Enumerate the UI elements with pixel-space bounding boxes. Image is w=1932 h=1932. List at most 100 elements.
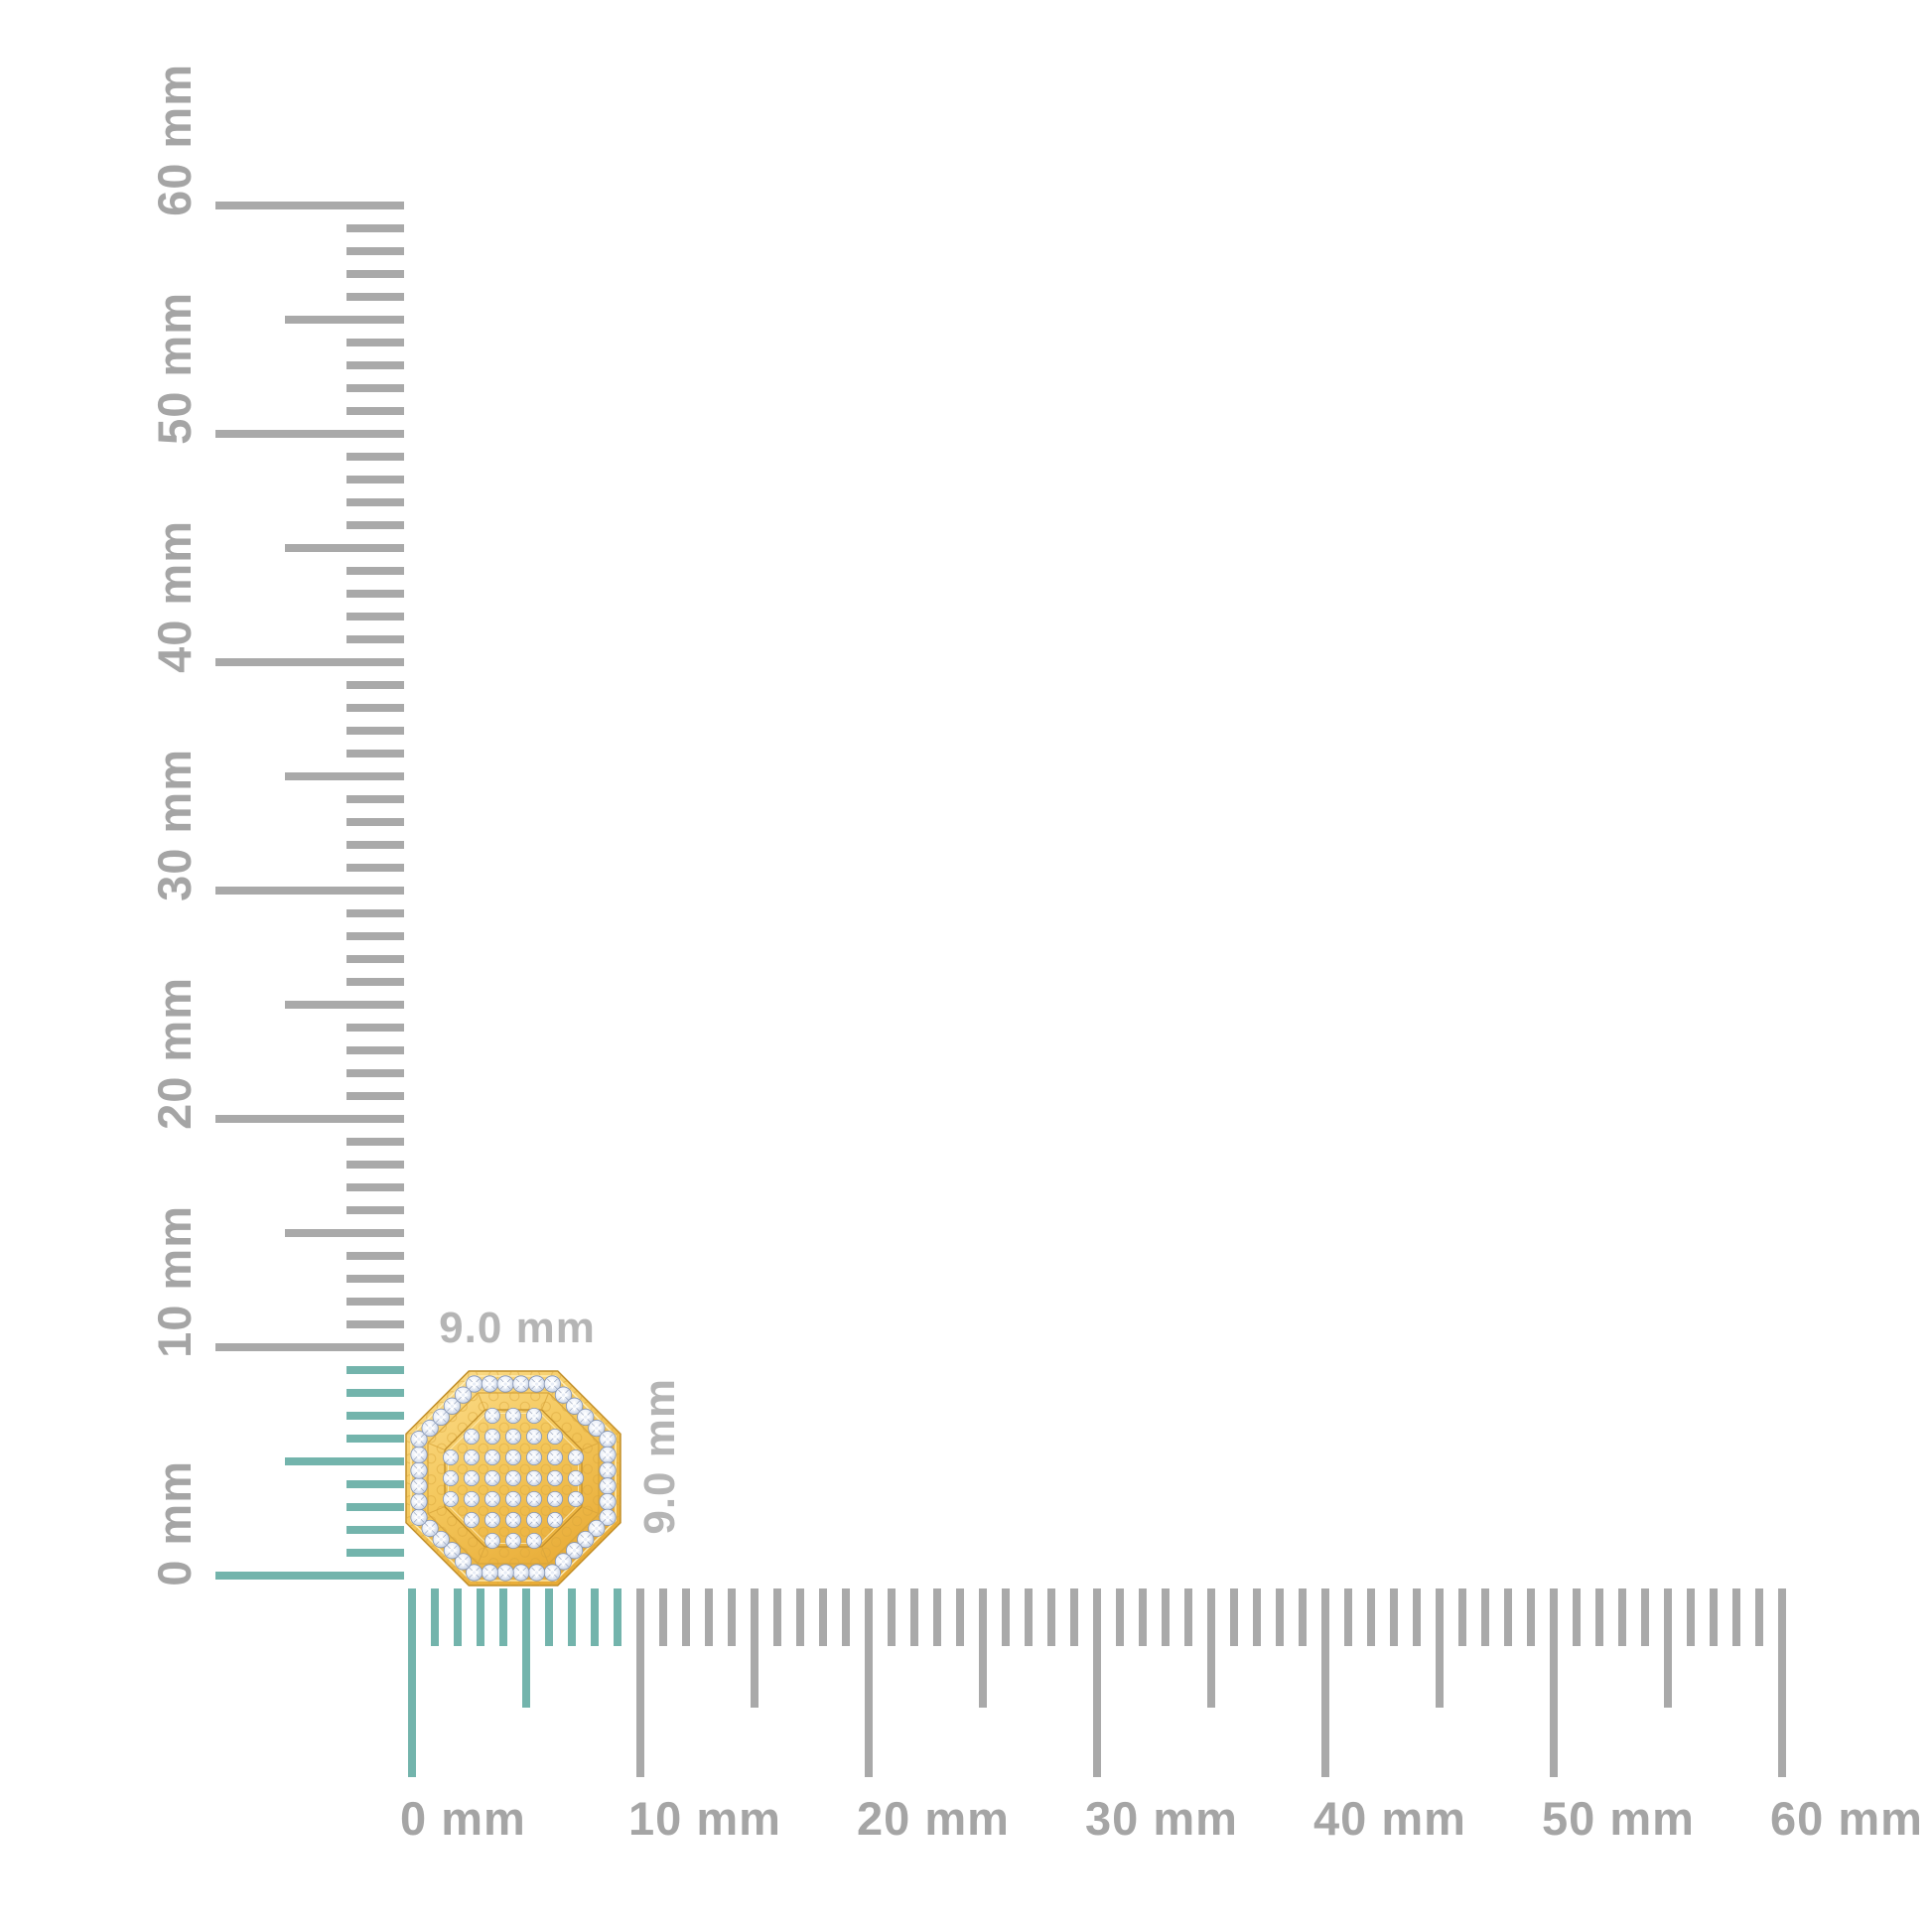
h-ruler-tick: [1093, 1588, 1101, 1777]
h-ruler-tick: [1070, 1588, 1078, 1646]
h-ruler-tick: [659, 1588, 667, 1646]
h-ruler-tick: [1184, 1588, 1192, 1646]
v-ruler-tick: [346, 339, 404, 346]
v-ruler-label: 10 mm: [148, 1205, 201, 1358]
h-ruler-tick: [1162, 1588, 1170, 1646]
h-ruler-tick: [1230, 1588, 1238, 1646]
v-ruler-tick: [346, 407, 404, 415]
v-ruler-tick: [285, 1229, 404, 1237]
v-ruler-tick: [346, 1503, 404, 1511]
v-ruler-tick: [215, 1572, 404, 1580]
v-ruler-tick: [346, 567, 404, 575]
h-ruler-tick: [1458, 1588, 1466, 1646]
h-ruler-tick: [1390, 1588, 1398, 1646]
h-ruler-tick: [1504, 1588, 1512, 1646]
h-ruler-tick: [705, 1588, 713, 1646]
v-ruler-tick: [215, 1115, 404, 1123]
v-ruler-tick: [346, 613, 404, 621]
v-ruler-tick: [285, 544, 404, 552]
v-ruler-tick: [346, 1069, 404, 1077]
h-ruler-tick: [842, 1588, 850, 1646]
h-ruler-tick: [796, 1588, 804, 1646]
v-ruler-tick: [346, 978, 404, 986]
v-ruler-tick: [346, 818, 404, 826]
h-ruler-tick: [1047, 1588, 1055, 1646]
h-ruler-tick: [1436, 1588, 1444, 1708]
v-ruler-tick: [285, 1457, 404, 1465]
height-dimension-label: 9.0 mm: [635, 1378, 684, 1535]
product-image-octagon-stud: [405, 1370, 621, 1587]
v-ruler-label: 40 mm: [148, 520, 201, 673]
h-ruler-tick: [865, 1588, 873, 1777]
v-ruler-tick: [346, 704, 404, 712]
v-ruler-tick: [346, 909, 404, 917]
v-ruler-tick: [346, 453, 404, 461]
v-ruler-tick: [346, 1526, 404, 1534]
h-ruler-tick: [1299, 1588, 1307, 1646]
h-ruler-label: 0 mm: [400, 1792, 526, 1845]
h-ruler-label: 10 mm: [628, 1792, 781, 1845]
v-ruler-label: 30 mm: [148, 749, 201, 901]
h-ruler-tick: [454, 1588, 462, 1646]
v-ruler-tick: [346, 521, 404, 529]
h-ruler-tick: [431, 1588, 439, 1646]
v-ruler-tick: [215, 430, 404, 438]
h-ruler-tick: [933, 1588, 941, 1646]
h-ruler-tick: [1595, 1588, 1603, 1646]
h-ruler-tick: [1573, 1588, 1581, 1646]
v-ruler-tick: [346, 590, 404, 598]
h-ruler-label: 60 mm: [1770, 1792, 1923, 1845]
h-ruler-tick: [1253, 1588, 1261, 1646]
h-ruler-tick: [591, 1588, 599, 1646]
h-ruler-label: 40 mm: [1313, 1792, 1466, 1845]
v-ruler-tick: [346, 681, 404, 689]
v-ruler-label: 50 mm: [148, 292, 201, 445]
h-ruler-label: 30 mm: [1085, 1792, 1238, 1845]
v-ruler-tick: [346, 727, 404, 735]
h-ruler-label: 50 mm: [1542, 1792, 1695, 1845]
h-ruler-tick: [499, 1588, 507, 1646]
v-ruler-tick: [346, 1275, 404, 1283]
h-ruler-tick: [1116, 1588, 1124, 1646]
v-ruler-tick: [346, 224, 404, 232]
v-ruler-label: 60 mm: [148, 64, 201, 216]
v-ruler-label: 20 mm: [148, 977, 201, 1130]
v-ruler-tick: [346, 841, 404, 849]
h-ruler-tick: [477, 1588, 484, 1646]
v-ruler-tick: [346, 1138, 404, 1146]
v-ruler-tick: [346, 270, 404, 278]
h-ruler-tick: [979, 1588, 987, 1708]
h-ruler-tick: [1002, 1588, 1010, 1646]
h-ruler-tick: [1778, 1588, 1786, 1777]
v-ruler-tick: [215, 1343, 404, 1351]
h-ruler-tick: [1207, 1588, 1215, 1708]
h-ruler-tick: [522, 1588, 530, 1708]
h-ruler-tick: [1139, 1588, 1147, 1646]
v-ruler-tick: [346, 1183, 404, 1191]
h-ruler-tick: [682, 1588, 690, 1646]
v-ruler-tick: [346, 955, 404, 963]
v-ruler-tick: [346, 635, 404, 643]
v-ruler-tick: [346, 498, 404, 506]
h-ruler-tick: [910, 1588, 918, 1646]
v-ruler-tick: [285, 772, 404, 780]
h-ruler-tick: [1344, 1588, 1352, 1646]
v-ruler-tick: [346, 1298, 404, 1306]
h-ruler-tick: [728, 1588, 736, 1646]
v-ruler-tick: [346, 1435, 404, 1443]
h-ruler-tick: [408, 1588, 416, 1777]
h-ruler-tick: [1481, 1588, 1489, 1646]
v-ruler-tick: [346, 795, 404, 803]
h-ruler-tick: [1025, 1588, 1033, 1646]
v-ruler-tick: [346, 1206, 404, 1214]
h-ruler-tick: [1550, 1588, 1558, 1777]
v-ruler-label: 0 mm: [148, 1460, 201, 1587]
h-ruler-tick: [1755, 1588, 1763, 1646]
h-ruler-tick: [1367, 1588, 1375, 1646]
v-ruler-tick: [215, 202, 404, 209]
v-ruler-tick: [215, 658, 404, 666]
h-ruler-tick: [888, 1588, 896, 1646]
v-ruler-tick: [346, 1480, 404, 1488]
inner-diamond-grid: [443, 1408, 584, 1549]
